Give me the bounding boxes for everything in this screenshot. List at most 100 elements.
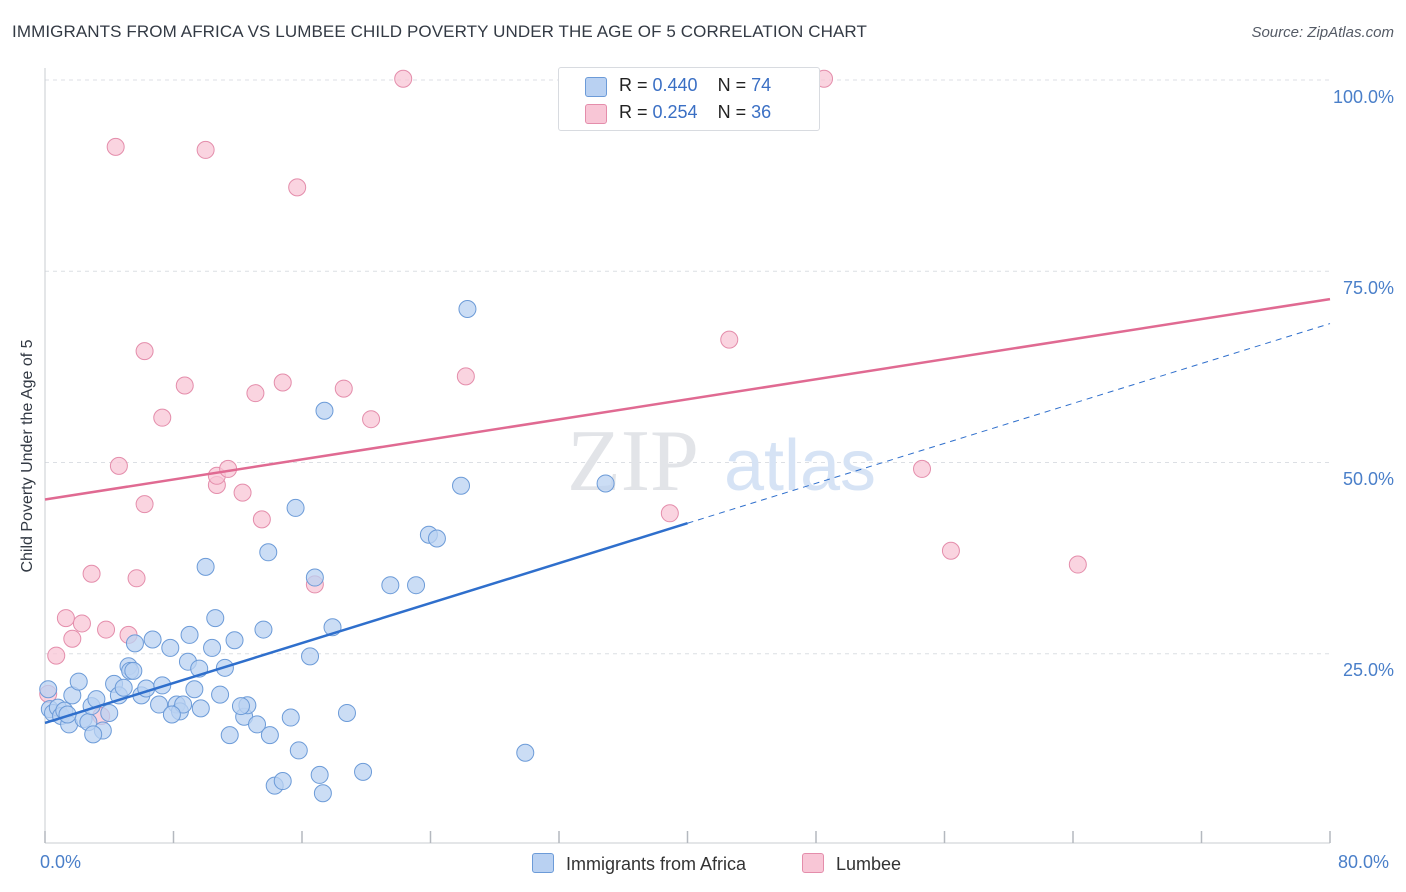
africa-point: [180, 625, 199, 644]
africa-point: [254, 620, 273, 639]
lumbee-point: [252, 510, 271, 529]
lumbee-point: [233, 483, 252, 502]
africa-point: [260, 726, 279, 745]
lumbee-point: [288, 178, 307, 197]
africa-point: [114, 678, 133, 697]
africa-point: [313, 784, 332, 803]
lumbee-point: [660, 504, 679, 523]
lumbee-point: [72, 614, 91, 633]
correlation-legend: R = 0.440 N = 74 R = 0.254 N = 36: [558, 67, 820, 131]
africa-point: [84, 725, 103, 744]
x-tick-0: 0.0%: [40, 852, 82, 872]
legend-r-value: 0.254: [652, 102, 698, 122]
lumbee-point: [153, 408, 172, 427]
y-tick-50: 50.0%: [1342, 469, 1394, 489]
africa-point: [231, 697, 250, 716]
lumbee-point: [334, 379, 353, 398]
bottom-legend-label-africa: Immigrants from Africa: [566, 854, 747, 874]
africa-point: [39, 680, 58, 699]
lumbee-point: [127, 569, 146, 588]
y-tick-75: 75.0%: [1342, 278, 1394, 298]
lumbee-point: [456, 367, 475, 386]
africa-point: [381, 576, 400, 595]
africa-point: [407, 576, 426, 595]
watermark-atlas: atlas: [724, 426, 876, 506]
grid-lines: [45, 79, 1330, 655]
lumbee-point: [273, 373, 292, 392]
africa-point: [248, 715, 267, 734]
africa-point: [203, 638, 222, 657]
africa-point: [143, 630, 162, 649]
lumbee-point: [106, 137, 125, 156]
africa-point: [225, 631, 244, 650]
africa-point: [337, 703, 356, 722]
africa-point: [174, 695, 193, 714]
africa-point: [191, 699, 210, 718]
africa-point: [69, 672, 88, 691]
legend-n-label: N =: [717, 75, 752, 95]
africa-point: [286, 498, 305, 517]
y-tick-100: 100.0%: [1332, 87, 1394, 107]
lumbee-point: [109, 456, 128, 475]
trend-lines: [44, 297, 1331, 725]
africa-point: [161, 638, 180, 657]
lumbee-point: [97, 620, 116, 639]
africa-point: [301, 647, 320, 666]
africa-point: [185, 680, 204, 699]
africa-point: [305, 568, 324, 587]
legend-n-value: 74: [751, 75, 772, 95]
africa-point: [150, 695, 169, 714]
lumbee-point: [246, 384, 265, 403]
africa-point: [273, 772, 292, 791]
lumbee-point: [941, 541, 960, 560]
legend-r-label: R =: [619, 75, 653, 95]
africa-point: [162, 705, 181, 724]
africa-point: [100, 703, 119, 722]
y-tick-25: 25.0%: [1342, 660, 1394, 680]
lumbee-point: [135, 342, 154, 361]
africa-point: [354, 762, 373, 781]
chart-title: IMMIGRANTS FROM AFRICA VS LUMBEE CHILD P…: [12, 22, 867, 41]
x-tick-80: 80.0%: [1338, 852, 1390, 872]
watermark-zip: ZIP: [567, 413, 699, 510]
lumbee-point: [196, 140, 215, 159]
africa-point: [125, 634, 144, 653]
series-africa-points: [39, 300, 615, 803]
bottom-legend-africa: Immigrants from Africa: [532, 853, 746, 875]
africa-point: [211, 685, 230, 704]
africa-point: [281, 708, 300, 727]
legend-swatch-lumbee: [585, 104, 607, 124]
lumbee-point: [63, 629, 82, 648]
lumbee-point: [394, 69, 413, 88]
lumbee-point: [175, 376, 194, 395]
africa-trend-line: [44, 522, 688, 725]
watermark: ZIP atlas: [567, 413, 876, 510]
africa-point: [206, 609, 225, 628]
legend-n-value: 36: [751, 102, 772, 122]
bottom-legend-label-lumbee: Lumbee: [836, 854, 902, 874]
bottom-legend-swatch-africa: [532, 853, 554, 873]
legend-swatch-africa: [585, 77, 607, 97]
lumbee-trend-line: [44, 297, 1331, 501]
africa-point: [124, 661, 143, 680]
lumbee-point: [135, 495, 154, 514]
source-label: Source: ZipAtlas.com: [1251, 24, 1394, 41]
africa-point: [220, 726, 239, 745]
africa-point: [596, 474, 615, 493]
africa-point: [315, 401, 334, 420]
lumbee-point: [362, 410, 381, 429]
bottom-legend-lumbee: Lumbee: [802, 853, 901, 875]
series-lumbee-points: [39, 69, 1087, 726]
lumbee-point: [1068, 555, 1087, 574]
africa-point: [289, 741, 308, 760]
africa-point: [196, 557, 215, 576]
legend-r-label: R =: [619, 102, 653, 122]
africa-point: [458, 300, 477, 319]
lumbee-point: [720, 330, 739, 349]
africa-point: [427, 529, 446, 548]
lumbee-point: [56, 609, 75, 628]
lumbee-point: [82, 564, 101, 583]
lumbee-point: [913, 459, 932, 478]
legend-r-value: 0.440: [652, 75, 698, 95]
